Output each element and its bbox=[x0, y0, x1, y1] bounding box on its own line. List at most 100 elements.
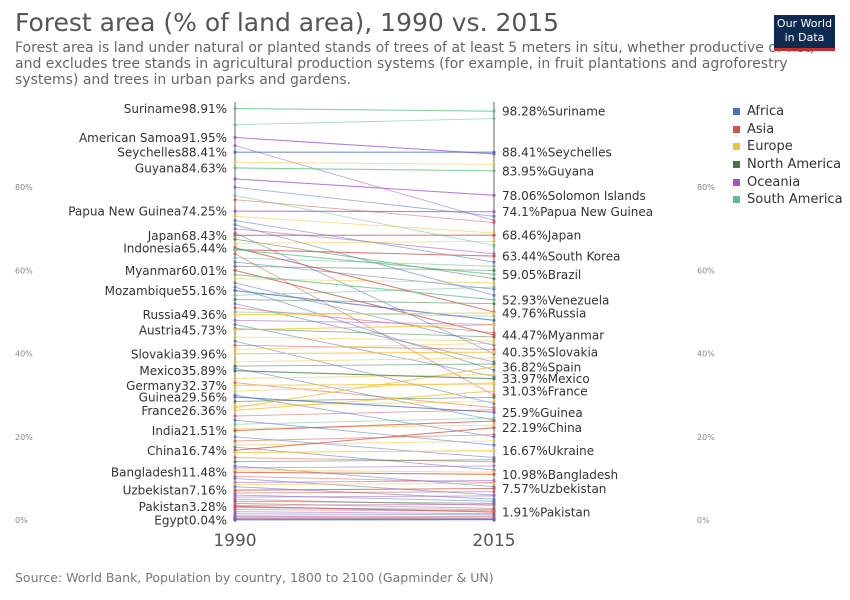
series-line-point-1990 bbox=[233, 347, 237, 352]
legend-label: Africa bbox=[747, 104, 785, 120]
series-line-point-2015 bbox=[492, 433, 496, 437]
series-line-point-1990 bbox=[233, 185, 237, 189]
series-line bbox=[234, 400, 495, 407]
y-tick-label-left: 0% bbox=[15, 516, 28, 525]
series-line-myanmar-point-1990 bbox=[233, 268, 237, 272]
series-line-point-1990 bbox=[233, 414, 237, 418]
right-label: 83.95%Guyana bbox=[502, 164, 594, 178]
series-line-point-2015 bbox=[492, 347, 496, 352]
series-line-china-point-1990 bbox=[233, 448, 237, 452]
left-label: Slovakia39.96% bbox=[131, 347, 227, 361]
series-line-india bbox=[234, 420, 495, 432]
series-line bbox=[234, 434, 495, 442]
series-line bbox=[234, 409, 495, 417]
legend-item[interactable]: South America bbox=[733, 191, 843, 209]
right-label: 7.57%Uzbekistan bbox=[502, 482, 606, 496]
series-line-myanmar bbox=[234, 269, 495, 336]
series-line-seychelles-point-2015 bbox=[492, 150, 496, 154]
series-line-point-1990 bbox=[233, 306, 237, 310]
y-tick-label-right: 80% bbox=[697, 183, 715, 192]
legend-item[interactable]: North America bbox=[733, 156, 843, 174]
series-line-venezuela-point-2015 bbox=[492, 298, 496, 302]
series-line-solomon-islands bbox=[234, 178, 495, 196]
legend-item[interactable]: Asia bbox=[733, 121, 843, 139]
series-line-egypt-point-2015 bbox=[492, 518, 496, 522]
left-label: Bangladesh11.48% bbox=[111, 466, 227, 480]
series-line-point-1990 bbox=[233, 144, 237, 148]
legend-swatch bbox=[733, 196, 740, 204]
series-line-guyana-point-1990 bbox=[233, 166, 237, 170]
owid-logo[interactable]: Our World in Data bbox=[774, 15, 835, 51]
left-label: Myanmar60.01% bbox=[125, 264, 227, 278]
series-line-point-1990 bbox=[233, 435, 237, 439]
series-line-point-2015 bbox=[492, 464, 496, 468]
series-line bbox=[234, 328, 495, 338]
series-line-venezuela-point-1990 bbox=[233, 272, 237, 277]
series-line-austria-point-1990 bbox=[233, 328, 237, 332]
series-line-pakistan-point-2015 bbox=[492, 510, 496, 514]
series-line bbox=[234, 440, 495, 446]
legend-swatch bbox=[733, 125, 740, 133]
series-line-south-korea bbox=[234, 249, 495, 257]
series-line-point-2015 bbox=[492, 494, 496, 498]
series-line bbox=[234, 373, 495, 380]
series-line bbox=[234, 494, 495, 502]
series-line-russia-point-1990 bbox=[233, 313, 237, 317]
right-label: 52.93%Venezuela bbox=[502, 293, 609, 307]
legend-item[interactable]: Africa bbox=[733, 103, 843, 121]
x-label-1990: 1990 bbox=[213, 531, 256, 551]
y-tick-label-left: 20% bbox=[15, 433, 33, 442]
left-label: Pakistan3.28% bbox=[139, 500, 227, 514]
series-line-point-2015 bbox=[492, 439, 496, 443]
series-line bbox=[234, 457, 495, 463]
series-line-point-1990 bbox=[233, 376, 237, 381]
series-line-egypt-point-1990 bbox=[233, 518, 237, 522]
left-label: Japan68.43% bbox=[147, 229, 227, 243]
series-line bbox=[234, 232, 495, 355]
series-line-point-1990 bbox=[233, 264, 237, 268]
series-line bbox=[234, 215, 495, 234]
logo-line-1: Our World bbox=[776, 17, 833, 30]
series-line-point-1990 bbox=[233, 160, 237, 164]
series-line-france bbox=[234, 390, 495, 411]
series-line-guyana-point-2015 bbox=[492, 169, 496, 173]
series-line-mexico-point-1990 bbox=[233, 369, 237, 373]
series-line bbox=[234, 382, 495, 409]
series-line bbox=[234, 261, 495, 290]
series-line-point-2015 bbox=[492, 356, 496, 360]
series-line-point-2015 bbox=[492, 458, 496, 462]
series-line-guyana bbox=[234, 167, 495, 172]
series-line bbox=[234, 469, 495, 473]
series-line-point-2015 bbox=[492, 285, 496, 289]
right-label: 33.97%Mexico bbox=[502, 372, 590, 386]
series-line-seychelles-point-1990 bbox=[233, 150, 237, 154]
series-line-point-1990 bbox=[233, 439, 237, 443]
series-line-point-1990 bbox=[233, 293, 237, 297]
series-line-point-2015 bbox=[492, 341, 496, 345]
left-label: Papua New Guinea74.25% bbox=[68, 205, 227, 219]
legend-item[interactable]: Europe bbox=[733, 138, 843, 156]
series-line-ukraine-point-2015 bbox=[492, 449, 496, 453]
series-line-mozambique bbox=[234, 289, 495, 321]
series-line bbox=[234, 340, 495, 404]
series-line-myanmar-point-2015 bbox=[492, 333, 496, 337]
series-line-point-1990 bbox=[233, 418, 237, 422]
left-label: China16.74% bbox=[147, 444, 227, 458]
series-line-point-1990 bbox=[233, 218, 237, 223]
series-line-guinea-point-2015 bbox=[492, 410, 496, 414]
y-tick-label-right: 0% bbox=[697, 516, 710, 525]
y-tick-label-left: 40% bbox=[15, 350, 33, 359]
legend-item[interactable]: Oceania bbox=[733, 173, 843, 191]
left-label: Suriname98.91% bbox=[124, 102, 227, 116]
series-line bbox=[234, 482, 495, 486]
series-line-venezuela bbox=[234, 274, 495, 301]
legend: Africa Asia Europe North America Oceania Sout… bbox=[733, 103, 843, 209]
series-line-point-2015 bbox=[492, 362, 496, 366]
series-line-uzbekistan-point-2015 bbox=[492, 486, 496, 491]
y-tick-label-left: 60% bbox=[15, 266, 33, 275]
series-line-south-korea-point-2015 bbox=[492, 254, 496, 258]
left-label: Egypt0.04% bbox=[154, 513, 227, 527]
series-line-uzbekistan bbox=[234, 487, 495, 491]
series-line-point-1990 bbox=[233, 399, 237, 404]
